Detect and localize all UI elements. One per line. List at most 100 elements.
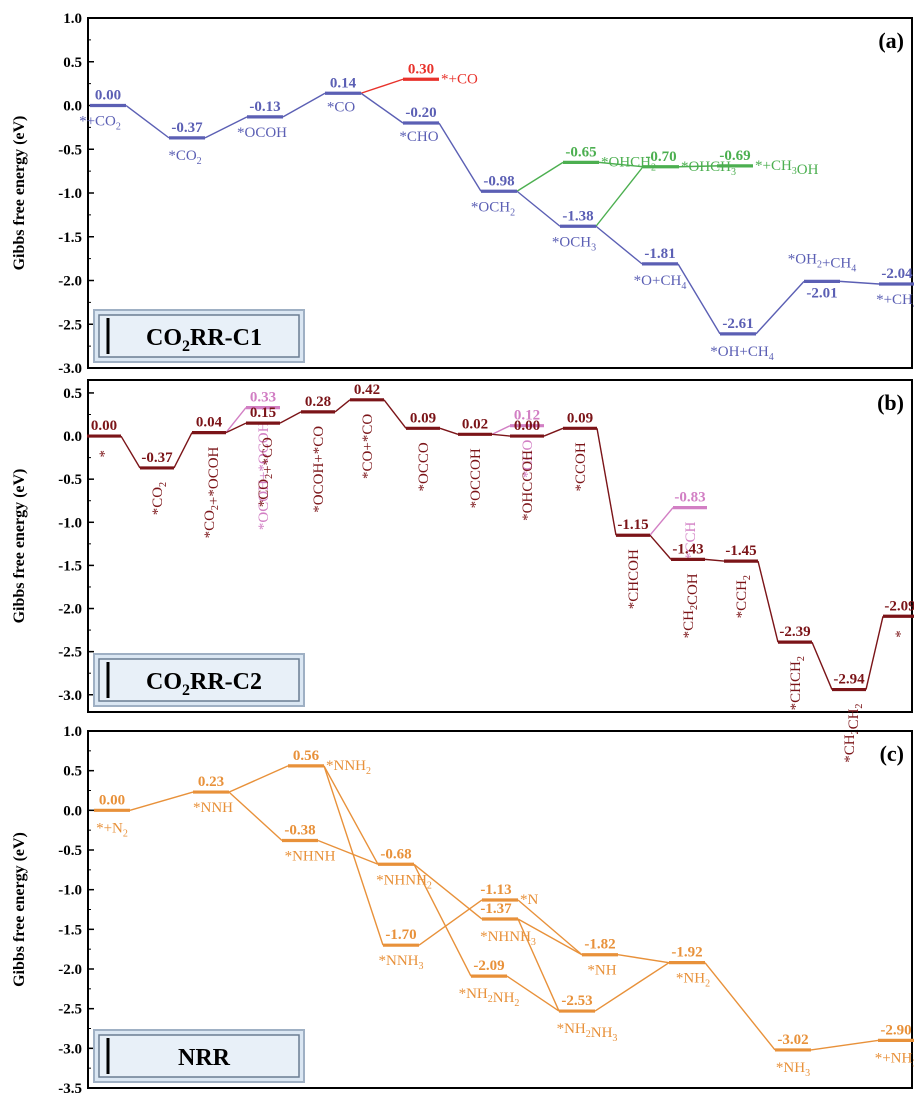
- connector-line: [649, 534, 672, 560]
- connector-line: [516, 161, 564, 192]
- connector-line: [439, 427, 459, 435]
- y-tick-label: -1.0: [58, 883, 82, 899]
- panel-label: (b): [877, 390, 904, 415]
- species-label: *NH3: [776, 1060, 810, 1079]
- species-label: *OHCH3: [681, 159, 736, 178]
- energy-value-label: -0.68: [380, 846, 411, 862]
- energy-value-label: -0.65: [565, 144, 596, 160]
- species-label: *CHO: [399, 129, 438, 145]
- energy-value-label: 0.04: [196, 415, 223, 431]
- species-label: *CO: [327, 99, 356, 115]
- connector-line: [225, 422, 247, 434]
- energy-value-label: -2.53: [561, 993, 592, 1009]
- connector-line: [279, 411, 302, 424]
- y-tick-label: -0.5: [58, 843, 82, 859]
- species-label: *: [893, 630, 909, 638]
- y-tick-label: 1.0: [63, 724, 82, 740]
- series-box-inner: [98, 314, 300, 358]
- energy-value-label: 0.14: [330, 75, 357, 91]
- y-tick-label: 1.0: [63, 11, 82, 27]
- series-box-label: CO2RR-C2: [146, 669, 262, 699]
- species-label: *CCO: [520, 440, 536, 479]
- species-label: *CCH: [683, 521, 699, 560]
- species-label: *CHCH2: [788, 656, 807, 710]
- energy-value-label: -0.83: [674, 490, 705, 506]
- connector-line: [543, 427, 564, 437]
- species-label: *OCCOH: [468, 448, 484, 508]
- y-tick-label: -3.0: [58, 1041, 82, 1057]
- series-box-inner: [98, 1034, 300, 1078]
- y-axis-label: Gibbs free energy (eV): [11, 116, 28, 271]
- energy-value-label: -2.09: [473, 958, 504, 974]
- y-tick-label: -0.5: [58, 472, 82, 488]
- connector-line: [323, 765, 384, 946]
- species-label: *OH2+CH4: [788, 251, 856, 274]
- y-tick-label: 0.5: [63, 55, 82, 71]
- chart-panel-c: 1.0 0.5 0.0 -0.5 -1.0 -1.5 -2.0 -2.5 -3.0 -3.5 Gib…: [11, 724, 914, 1093]
- y-tick-label: -2.0: [58, 274, 82, 290]
- connector-line: [173, 432, 193, 469]
- species-label: *CO+*CO: [360, 414, 376, 479]
- energy-value-label: -3.02: [777, 1032, 808, 1048]
- connector-line: [677, 263, 721, 335]
- energy-value-label: -2.09: [884, 598, 914, 614]
- connector-line: [323, 765, 379, 865]
- y-tick-label: -2.5: [58, 645, 82, 661]
- y-tick-label: -1.0: [58, 186, 82, 202]
- energy-value-label: -0.37: [141, 450, 173, 466]
- connector-line: [334, 399, 351, 413]
- connector-line: [704, 962, 776, 1051]
- connector-line: [491, 425, 511, 435]
- series-box-label-part: 2: [182, 682, 190, 699]
- connector-line: [810, 1039, 879, 1051]
- species-label: *OCCO: [416, 442, 432, 491]
- connector-line: [598, 161, 644, 168]
- species-label: *: [97, 450, 113, 458]
- energy-value-label: -1.13: [480, 882, 511, 898]
- energy-value-label: -0.38: [284, 822, 315, 838]
- connector-line: [517, 918, 560, 1012]
- series-box-label: CO2RR-C1: [146, 325, 262, 355]
- energy-value-label: 0.23: [198, 774, 224, 790]
- species-label: *+CO2: [79, 114, 121, 133]
- connector-line: [413, 863, 472, 977]
- y-tick-label: 0.0: [63, 429, 82, 445]
- connector-line: [383, 399, 407, 429]
- species-label: *CH2COH: [681, 573, 701, 638]
- energy-value-label: -0.69: [719, 148, 750, 164]
- energy-value-label: -1.82: [584, 937, 615, 953]
- energy-value-label: 0.33: [250, 390, 276, 406]
- y-tick-label: 0.5: [63, 386, 82, 402]
- species-label: *CO2: [150, 482, 169, 515]
- connector-line: [704, 558, 725, 562]
- connector-line: [491, 433, 511, 437]
- energy-value-label: 0.02: [462, 416, 488, 432]
- connector-line: [360, 92, 404, 124]
- species-label: *CHCOH: [626, 549, 642, 609]
- connector-line: [282, 92, 326, 118]
- energy-value-label: -2.39: [779, 624, 810, 640]
- connector-line: [228, 791, 283, 841]
- y-tick-label: -1.5: [58, 230, 82, 246]
- connector-line: [125, 104, 170, 139]
- species-label: *NHNH: [285, 848, 336, 864]
- connector-line: [757, 560, 779, 643]
- species-label: *CCH2: [734, 575, 753, 618]
- y-axis-label: Gibbs free energy (eV): [11, 469, 28, 624]
- y-tick-label: 0.5: [63, 764, 82, 780]
- species-label: *NHNH2: [376, 872, 432, 891]
- species-label: *NH2NH3: [557, 1021, 618, 1044]
- y-tick-label: -3.0: [58, 361, 82, 377]
- species-label: *+CO: [441, 71, 478, 87]
- series-box-label-part: CO: [146, 325, 182, 351]
- energy-value-label: 0.00: [95, 88, 121, 104]
- species-label: *CO2+*OCOH: [202, 446, 222, 538]
- species-label: *NH: [587, 963, 616, 979]
- connector-line: [517, 899, 583, 956]
- connector-line: [865, 616, 884, 690]
- energy-value-label: -2.61: [722, 316, 753, 332]
- energy-value-label: -1.43: [672, 541, 703, 557]
- series-box-label-part: CO: [146, 669, 182, 695]
- series-box-label: NRR: [178, 1045, 231, 1071]
